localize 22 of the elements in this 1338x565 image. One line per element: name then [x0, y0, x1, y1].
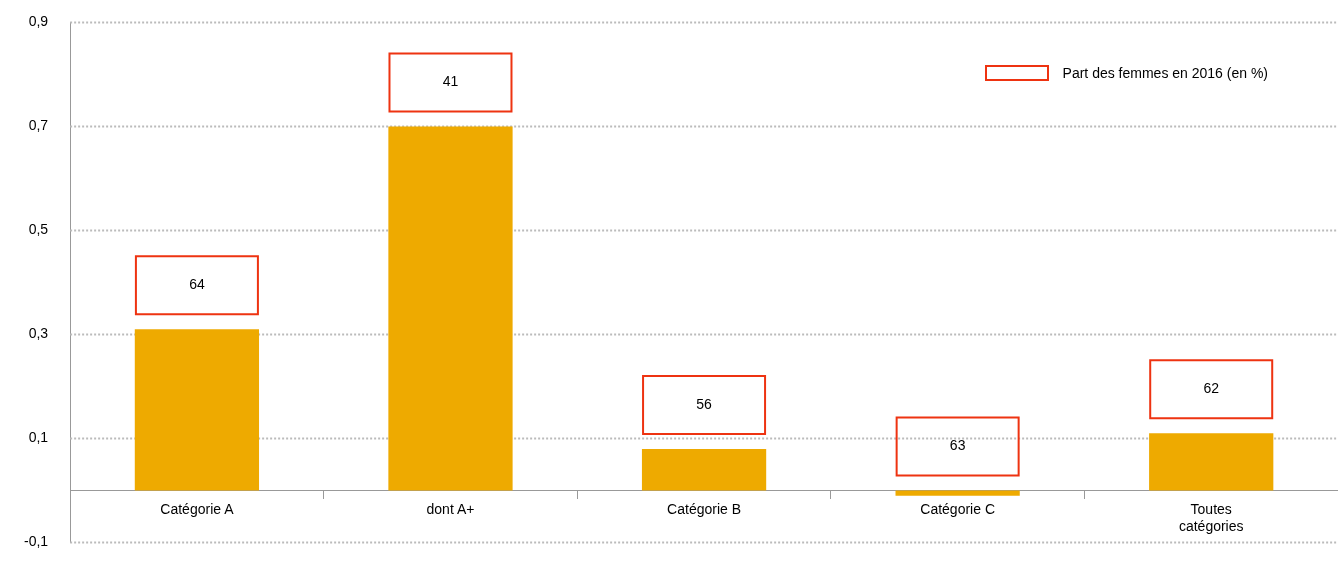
- y-tick-label: 0,5: [28, 221, 49, 238]
- annotation: 63: [949, 437, 966, 454]
- annotation: 64: [189, 276, 205, 293]
- y-tick-label: 0,3: [28, 325, 49, 342]
- x-tick-label: Catégorie A: [160, 500, 235, 517]
- bar: [895, 490, 1020, 496]
- bar: [1149, 433, 1274, 491]
- y-tick-label: 0,9: [28, 13, 49, 30]
- x-tick-label: Catégorie C: [920, 500, 995, 517]
- x-tick-label: Catégorie B: [667, 500, 742, 517]
- bar: [641, 448, 767, 491]
- y-tick-label: -0,1: [24, 533, 49, 550]
- y-tick-label: 0,7: [28, 117, 49, 134]
- x-tick-label: Toutes catégories: [1178, 500, 1244, 534]
- y-tick-label: 0,1: [28, 429, 49, 446]
- annotation: 62: [1203, 380, 1220, 397]
- x-tick-label: dont A+: [426, 500, 475, 517]
- annotation: 41: [442, 73, 459, 90]
- bar: [134, 329, 260, 491]
- legend-title: Part des femmes en 2016 (en %): [1062, 65, 1268, 81]
- annotation: 56: [696, 395, 713, 412]
- bar: [388, 126, 513, 491]
